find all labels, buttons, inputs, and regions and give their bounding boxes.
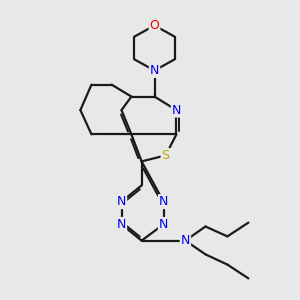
Text: N: N [172, 103, 181, 117]
Text: N: N [117, 195, 126, 208]
Text: N: N [150, 64, 159, 77]
Text: N: N [117, 218, 126, 231]
Text: O: O [150, 19, 159, 32]
Text: N: N [159, 195, 168, 208]
Text: N: N [181, 234, 190, 247]
Text: N: N [159, 218, 168, 231]
Text: S: S [162, 149, 170, 162]
